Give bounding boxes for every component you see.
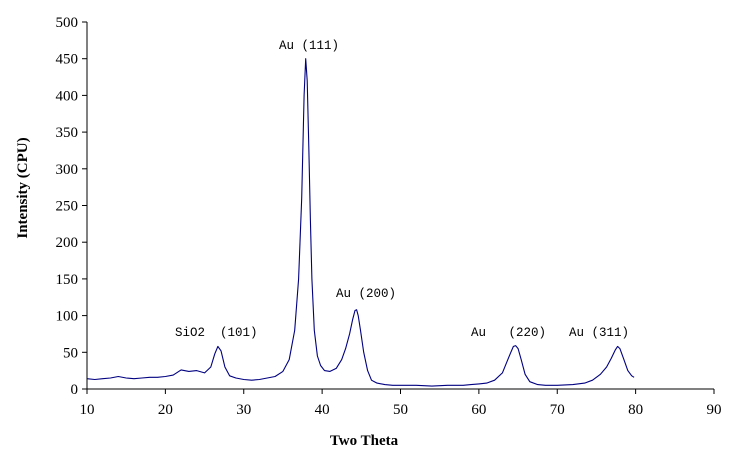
y-tick-label: 250 (56, 199, 79, 215)
annotation-au-220: Au (220) (471, 326, 546, 340)
y-ticks: 0 50 100 150 200 250 300 350 400 450 500 (56, 15, 87, 398)
x-tick-label: 40 (315, 402, 330, 418)
annotation-au-200: Au (200) (336, 287, 396, 301)
x-tick-label: 50 (393, 402, 408, 418)
x-tick-label: 60 (471, 402, 486, 418)
y-tick-label: 0 (71, 382, 79, 398)
y-tick-label: 300 (56, 162, 79, 178)
y-tick-label: 200 (56, 235, 79, 251)
x-tick-label: 30 (236, 402, 251, 418)
x-tick-label: 10 (80, 402, 95, 418)
y-tick-label: 350 (56, 125, 79, 141)
annotation-sio2-101: SiO2 (101) (175, 326, 258, 340)
y-tick-label: 100 (56, 309, 79, 325)
y-axis-title: Intensity (CPU) (15, 137, 31, 238)
y-tick-label: 50 (63, 345, 78, 361)
x-axis-title: Two Theta (330, 433, 399, 449)
series-line (86, 58, 635, 387)
x-ticks: 10 20 30 40 50 60 70 80 90 (80, 389, 722, 418)
y-tick-label: 450 (56, 52, 79, 68)
x-tick-label: 80 (628, 402, 643, 418)
annotation-au-311: Au (311) (569, 326, 629, 340)
x-tick-label: 70 (550, 402, 565, 418)
x-tick-label: 20 (158, 402, 173, 418)
y-tick-label: 500 (56, 15, 79, 31)
y-tick-label: 400 (56, 88, 79, 104)
annotation-au-111: Au (111) (279, 39, 339, 53)
y-tick-label: 150 (56, 272, 79, 288)
x-tick-label: 90 (707, 402, 722, 418)
